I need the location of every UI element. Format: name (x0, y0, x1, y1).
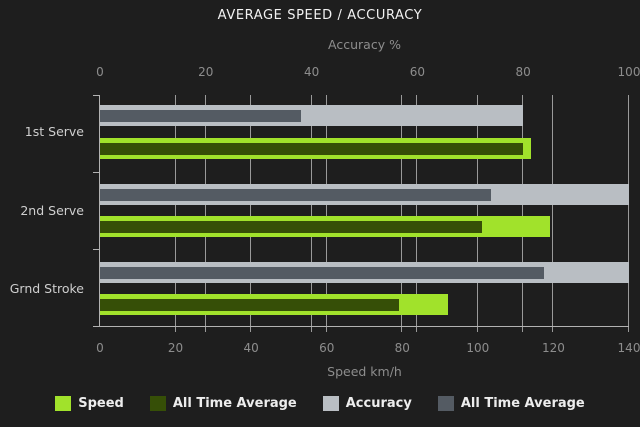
gridline-speed-20 (174, 95, 176, 332)
legend-label: All Time Average (172, 396, 297, 411)
gridline-accuracy-20 (204, 95, 206, 332)
category-boundary-tick-3 (93, 326, 100, 327)
category-boundary-tick-1 (93, 172, 100, 173)
top-tick-label-20: 20 (198, 65, 214, 79)
gridline-speed-60 (325, 95, 327, 332)
bottom-tick-label-140: 140 (617, 341, 640, 355)
bar-accuracy-all-time-average[interactable] (100, 109, 302, 122)
gridline-speed-120 (552, 95, 554, 332)
bar-speed-all-time-average[interactable] (100, 298, 399, 311)
bottom-tick-label-80: 80 (394, 341, 410, 355)
category-label: 1st Serve (24, 124, 84, 139)
top-tick-label-100: 100 (617, 65, 640, 79)
category-label: Grnd Stroke (9, 280, 84, 296)
bar-speed-all-time-average[interactable] (100, 142, 524, 155)
legend-item-all-time-average[interactable]: All Time Average (437, 396, 585, 411)
legend-swatch (322, 396, 339, 411)
gridline-speed-40 (250, 95, 252, 332)
legend-label: Speed (78, 396, 124, 411)
bar-accuracy-all-time-average[interactable] (100, 266, 545, 279)
bottom-tick-label-120: 120 (541, 341, 565, 355)
legend-label: All Time Average (460, 396, 585, 411)
top-axis-title: Accuracy % (328, 37, 401, 52)
gridline-accuracy-60 (416, 95, 418, 332)
legend-swatch (55, 396, 72, 411)
legend-item-all-time-average[interactable]: All Time Average (149, 396, 297, 411)
top-tick-label-40: 40 (303, 65, 320, 79)
legend-swatch (437, 396, 454, 411)
legend-item-speed[interactable]: Speed (55, 396, 124, 411)
gridline-speed-140 (628, 95, 629, 332)
legend-swatch (149, 396, 166, 411)
legend: Speed All Time Average Accuracy All Time Av… (0, 396, 640, 411)
bottom-tick-label-100: 100 (466, 341, 490, 355)
left-axis-line (99, 95, 100, 326)
top-tick-label-80: 80 (515, 65, 531, 79)
top-tick-label-60: 60 (409, 65, 426, 79)
category-label: 2nd Serve (20, 202, 84, 218)
category-boundary-tick-2 (93, 249, 100, 250)
gridline-accuracy-80 (522, 95, 524, 332)
gridline-accuracy-40 (310, 95, 312, 332)
bottom-tick-label-20: 20 (167, 341, 184, 355)
gridline-speed-80 (401, 95, 403, 332)
legend-label: Accuracy (345, 396, 412, 411)
bottom-tick-label-60: 60 (319, 341, 335, 355)
gridline-speed-100 (476, 95, 478, 332)
legend-item-accuracy[interactable]: Accuracy (322, 396, 412, 411)
bottom-tick-label-40: 40 (243, 341, 259, 355)
bottom-tick-label-0: 0 (96, 341, 104, 355)
top-tick-label-0: 0 (96, 65, 104, 79)
bottom-axis-title: Speed km/h (327, 364, 402, 379)
bar-accuracy-all-time-average[interactable] (100, 188, 492, 201)
plot-area: 1st Serve 2nd Serve Grnd Stroke 0 20 40 60 80 10… (10, 65, 640, 355)
bottom-axis-line (93, 326, 629, 327)
bar-speed-all-time-average[interactable] (100, 220, 482, 233)
chart-title: AVERAGE SPEED / ACCURACY (217, 8, 423, 23)
category-boundary-tick-0 (93, 95, 100, 96)
